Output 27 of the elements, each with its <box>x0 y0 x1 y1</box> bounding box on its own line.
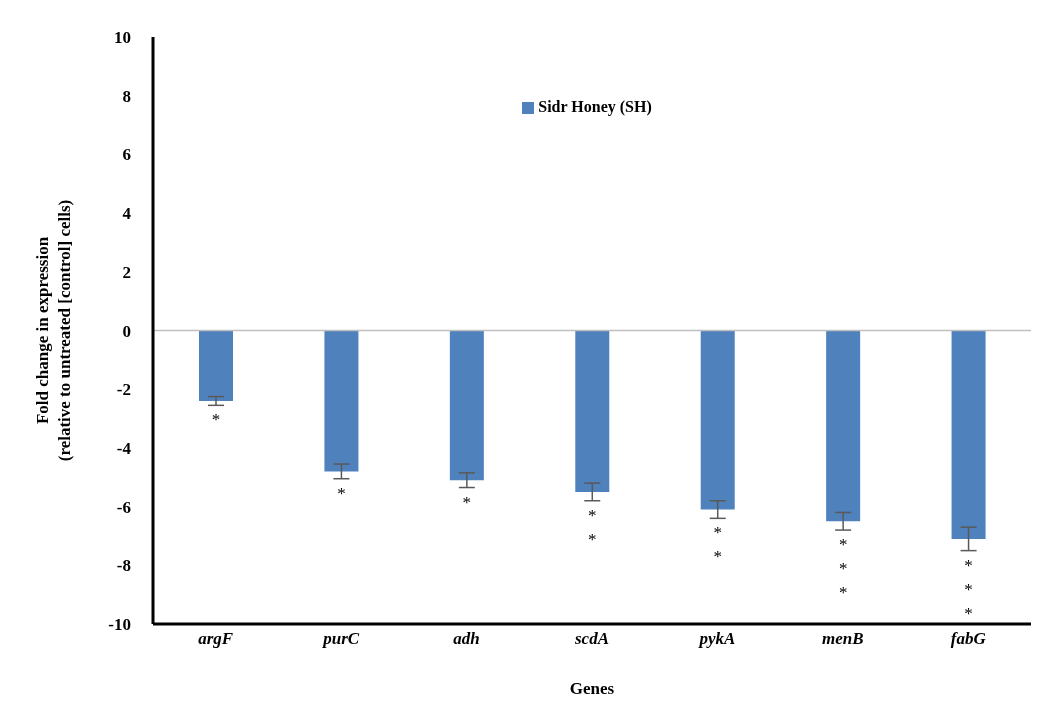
annotation: ** <box>713 523 722 567</box>
y-tick-label: -8 <box>116 556 131 576</box>
y-tick-label: -6 <box>116 497 131 517</box>
annotation: * <box>211 410 221 430</box>
annotation: * <box>337 483 346 503</box>
x-tick-label: menB <box>822 629 864 649</box>
y-tick-label: -4 <box>116 438 132 458</box>
x-tick-label: argF <box>198 629 234 649</box>
y-tick-label: 10 <box>114 28 131 48</box>
annotation: ** <box>588 505 597 549</box>
x-tick-label: pykA <box>697 629 736 649</box>
y-axis-title: Fold change in expression (relative to untreated [control] cells) <box>33 199 74 462</box>
y-tick-label: -10 <box>108 615 131 635</box>
y-tick-label: 6 <box>122 145 131 165</box>
y-tick-label: -2 <box>116 380 131 400</box>
y-tick-label: 2 <box>122 262 131 282</box>
x-tick-label: fabG <box>950 629 987 649</box>
y-tick-label: 8 <box>122 86 131 106</box>
y-tick-label: 4 <box>122 204 132 224</box>
legend-label: Sidr Honey (SH) <box>538 98 652 115</box>
x-tick-label: scdA <box>574 629 609 649</box>
y-tick-label: 0 <box>122 321 131 341</box>
annotation: * <box>462 492 472 512</box>
x-axis-title: Genes <box>569 679 615 698</box>
x-tick-label: purC <box>321 629 360 649</box>
x-tick-label: adh <box>453 629 480 649</box>
annotation: * ** <box>838 535 848 603</box>
